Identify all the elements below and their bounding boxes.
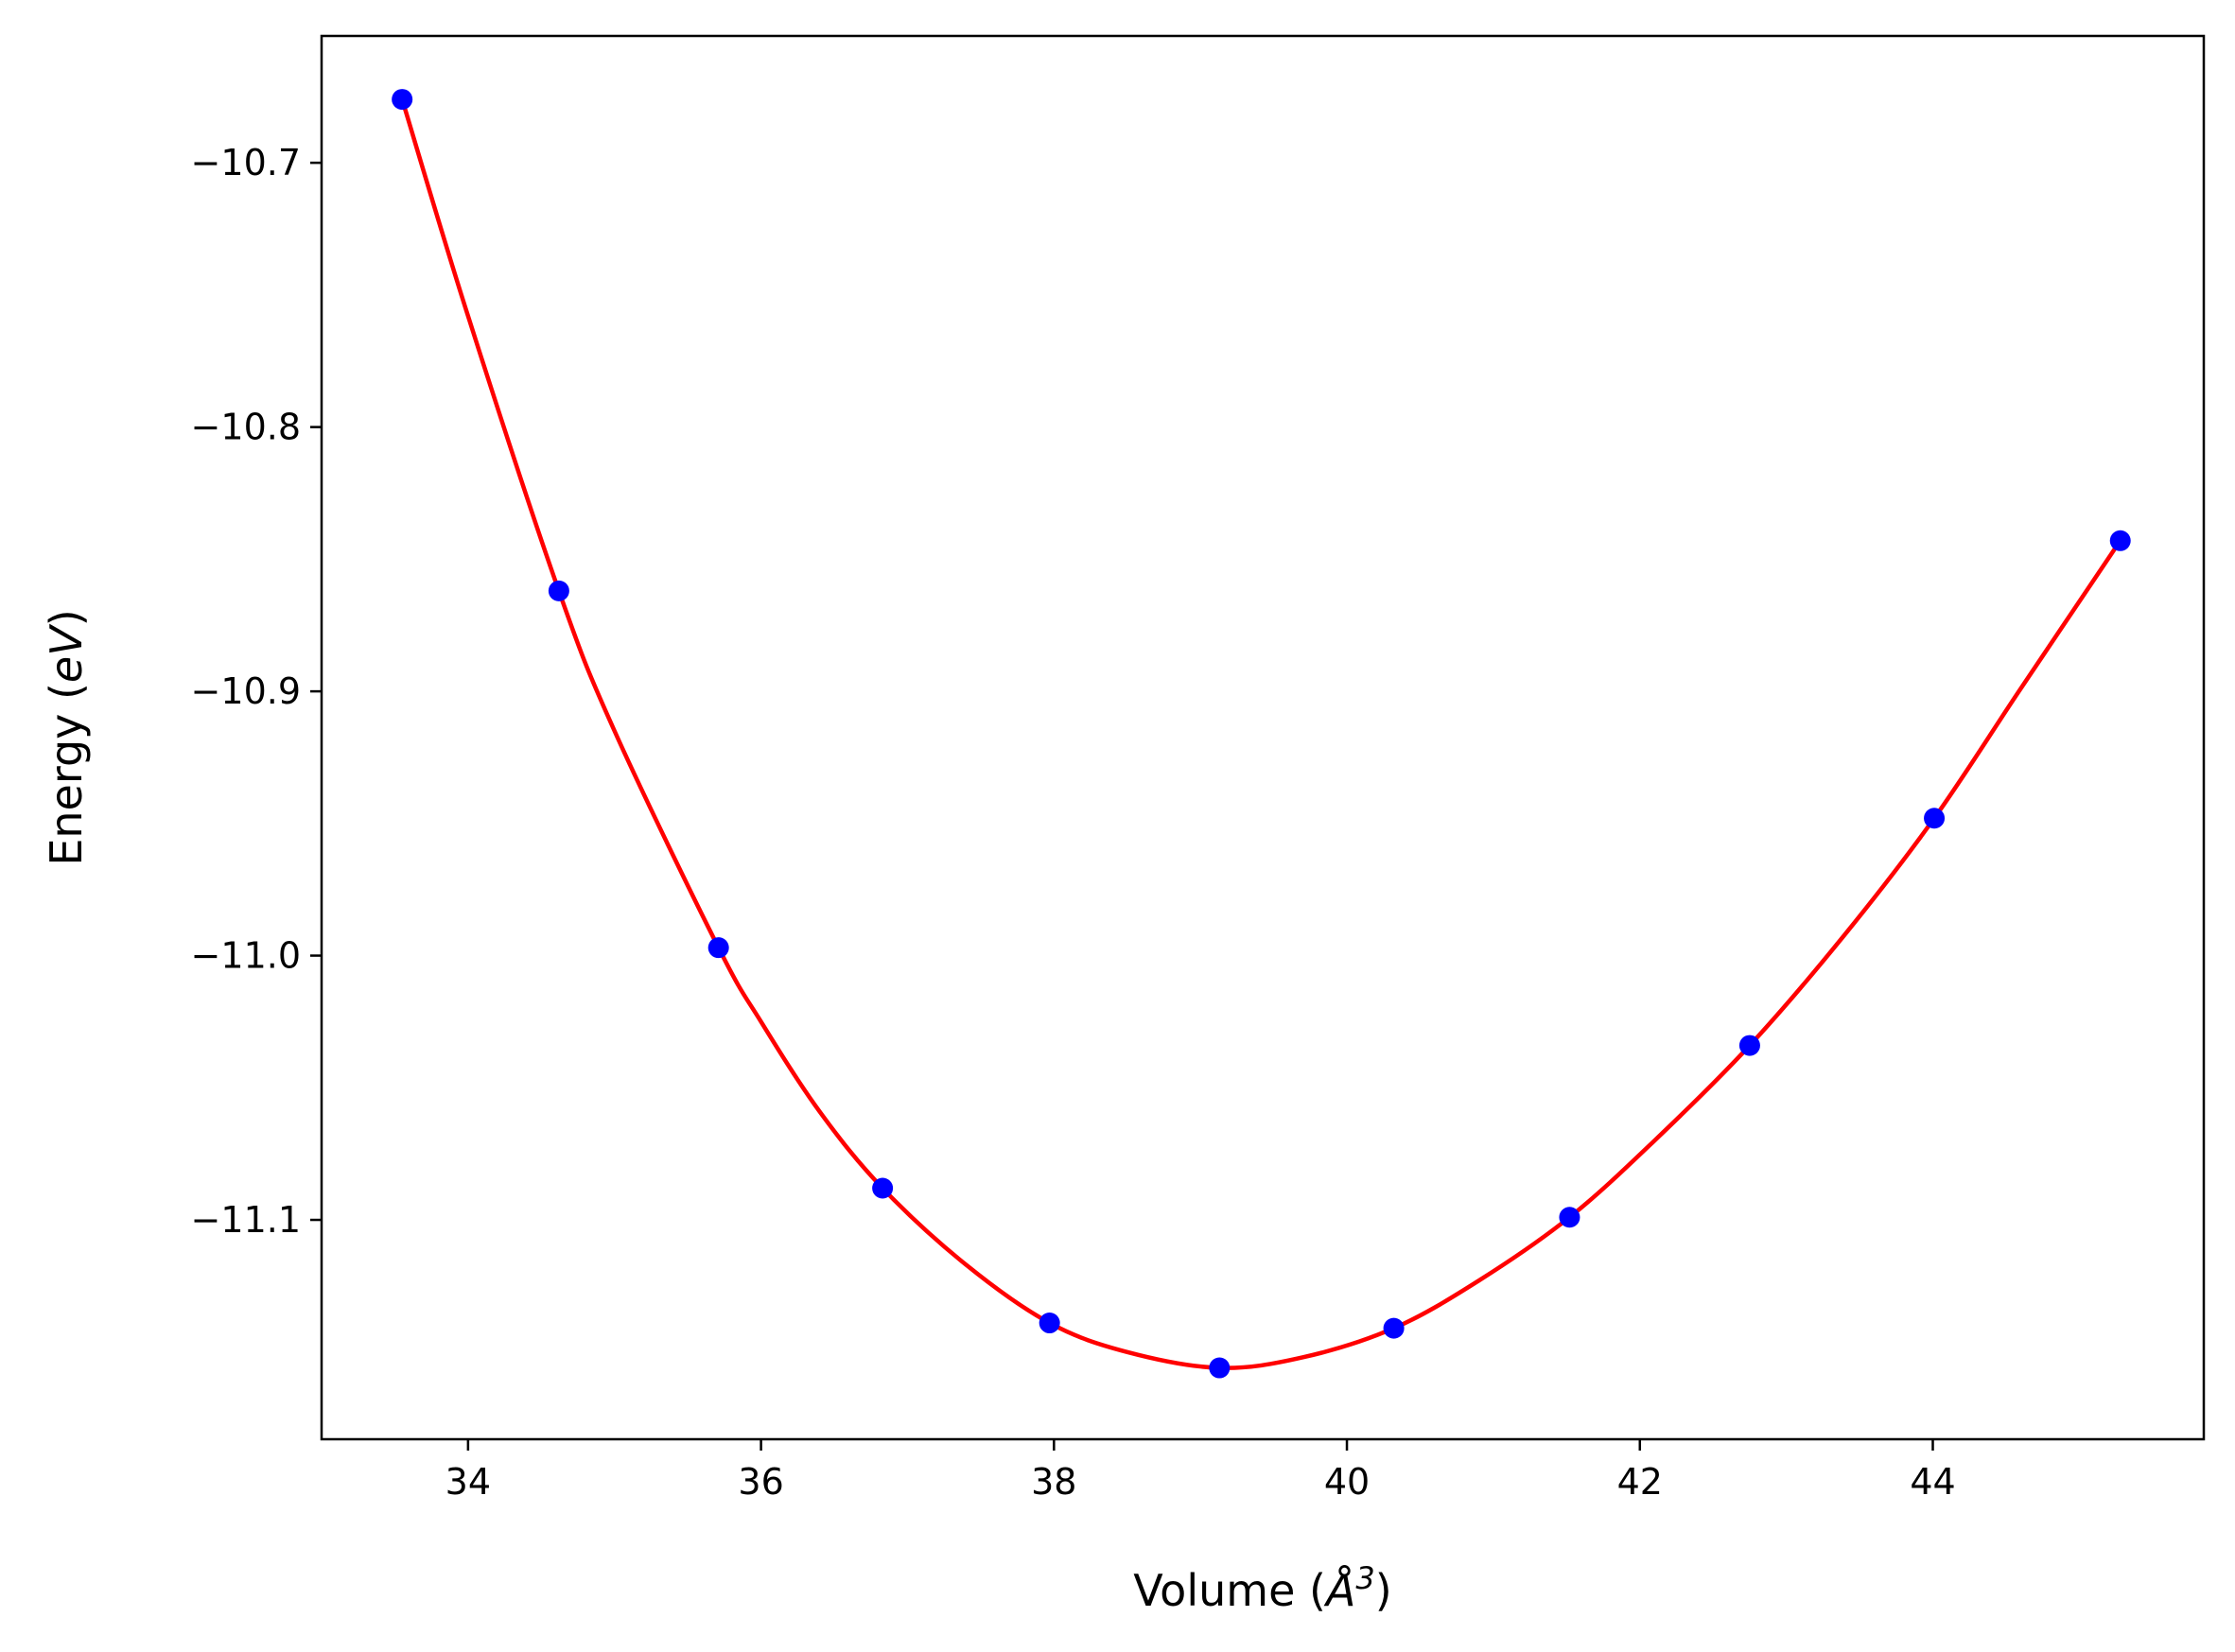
y-axis-label-unit: eV <box>41 623 92 683</box>
data-point <box>707 937 729 959</box>
y-tick-label: −11.1 <box>191 1199 301 1241</box>
x-axis-label-symbol: Å <box>1323 1565 1355 1616</box>
x-axis-label-prefix: Volume ( <box>1133 1565 1326 1616</box>
y-tick-label: −10.9 <box>191 670 301 712</box>
x-axis-ticks: 34 36 38 40 42 44 <box>445 1439 1956 1503</box>
data-point <box>392 89 413 111</box>
x-tick-label: 38 <box>1031 1461 1076 1503</box>
y-axis-ticks: −10.7 −10.8 −10.9 −11.0 −11.1 <box>191 142 322 1241</box>
y-tick-label: −10.7 <box>191 142 301 183</box>
x-tick-label: 44 <box>1910 1461 1955 1503</box>
y-axis-label: Energy (eV) <box>41 609 92 865</box>
x-axis-label-superscript: 3 <box>1355 1560 1374 1596</box>
x-axis-label-suffix: ) <box>1375 1565 1392 1616</box>
data-point <box>548 580 569 601</box>
plot-area <box>322 36 2204 1439</box>
data-point <box>1559 1207 1580 1228</box>
fit-curve-line <box>400 98 2122 1370</box>
x-tick-label: 34 <box>445 1461 491 1503</box>
data-point <box>1383 1317 1405 1339</box>
data-point <box>1738 1035 1760 1056</box>
data-point <box>2109 530 2131 551</box>
x-tick-label: 36 <box>738 1461 783 1503</box>
y-axis-label-prefix: Energy ( <box>41 683 92 866</box>
x-axis-label: Volume (Å3) <box>1133 1560 1391 1616</box>
data-point <box>1924 808 1946 829</box>
data-point <box>1209 1357 1231 1379</box>
y-axis-label-suffix: ) <box>41 609 92 626</box>
y-tick-label: −11.0 <box>191 935 301 977</box>
x-tick-label: 40 <box>1324 1461 1370 1503</box>
y-tick-label: −10.8 <box>191 407 301 448</box>
series-layer <box>392 89 2131 1379</box>
x-tick-label: 42 <box>1617 1461 1663 1503</box>
data-point <box>872 1177 894 1199</box>
data-point <box>1039 1313 1060 1334</box>
plot-frame <box>320 34 2206 1441</box>
